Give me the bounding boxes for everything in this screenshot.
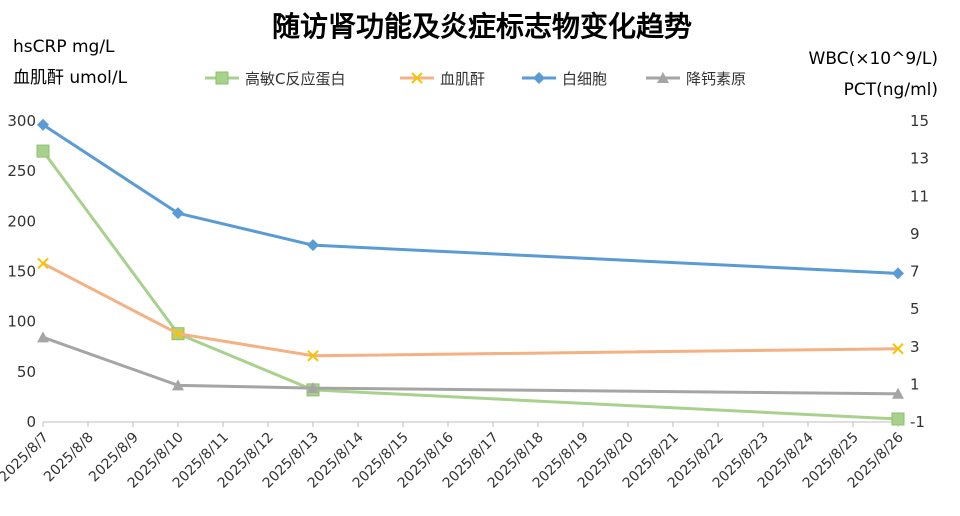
y-left-tick-label: 0 — [26, 413, 36, 431]
y-right-tick-label: 13 — [910, 150, 929, 168]
triangle-marker — [307, 382, 319, 394]
square-marker — [215, 71, 229, 85]
series-line — [42, 335, 899, 396]
series — [37, 331, 904, 399]
y-right-tick-label: -1 — [910, 413, 925, 431]
x-marker — [37, 257, 49, 270]
triangle-marker — [657, 72, 669, 83]
y-left-tick-label: 250 — [7, 162, 36, 180]
legend-label: 降钙素原 — [686, 70, 746, 88]
series-line — [42, 123, 899, 275]
left-axis-label: 血肌酐 umol/L — [13, 68, 128, 88]
y-left-tick-label: 300 — [7, 112, 36, 130]
x-marker — [892, 343, 904, 355]
y-right-tick-label: 7 — [910, 263, 920, 281]
y-right-tick-label: 9 — [910, 225, 920, 243]
right-axis-label: WBC(×10^9/L) — [809, 49, 938, 69]
square-marker — [891, 412, 905, 426]
y-right-tick-label: 15 — [910, 112, 929, 130]
legend: 高敏C反应蛋白 血肌酐 白细胞 降钙素原 — [205, 70, 746, 88]
x-marker — [307, 350, 319, 362]
legend-label: 白细胞 — [562, 70, 607, 88]
right-axis-label: PCT(ng/ml) — [844, 80, 938, 100]
triangle-marker — [892, 387, 904, 399]
y-left-tick-label: 150 — [7, 263, 36, 281]
x-marker — [411, 72, 423, 84]
diamond-marker — [172, 207, 184, 220]
y-right-tick-label: 3 — [910, 338, 920, 356]
series-line — [41, 150, 899, 421]
y-right-tick-label: 11 — [910, 187, 929, 205]
x-marker — [172, 327, 184, 340]
y-right-tick-label: 1 — [910, 375, 920, 393]
diamond-marker — [533, 72, 545, 84]
legend-label: 血肌酐 — [440, 70, 485, 88]
y-left-tick-label: 100 — [7, 313, 36, 331]
legend-item: 降钙素原 — [646, 70, 746, 88]
series — [37, 257, 904, 362]
series — [37, 118, 904, 280]
legend-item: 血肌酐 — [400, 70, 485, 88]
legend-item: 白细胞 — [522, 70, 607, 88]
axes: hsCRP mg/L 血肌酐 umol/L WBC(×10^9/L) PCT(ng/m… — [0, 37, 938, 492]
triangle-marker — [172, 379, 184, 391]
y-right-tick-label: 5 — [910, 300, 920, 318]
legend-label: 高敏C反应蛋白 — [245, 70, 345, 88]
y-left-tick-label: 200 — [7, 212, 36, 230]
series-group — [36, 118, 905, 426]
y-left-tick-label: 50 — [17, 363, 36, 381]
chart-title: 随访肾功能及炎症标志物变化趋势 — [272, 10, 692, 43]
series-line — [42, 262, 899, 358]
diamond-marker — [307, 239, 319, 252]
diamond-marker — [892, 267, 904, 280]
legend-item: 高敏C反应蛋白 — [205, 70, 345, 88]
left-axis-label: hsCRP mg/L — [13, 37, 115, 57]
diamond-marker — [37, 118, 49, 131]
square-marker — [36, 144, 50, 158]
triangle-marker — [37, 331, 49, 343]
